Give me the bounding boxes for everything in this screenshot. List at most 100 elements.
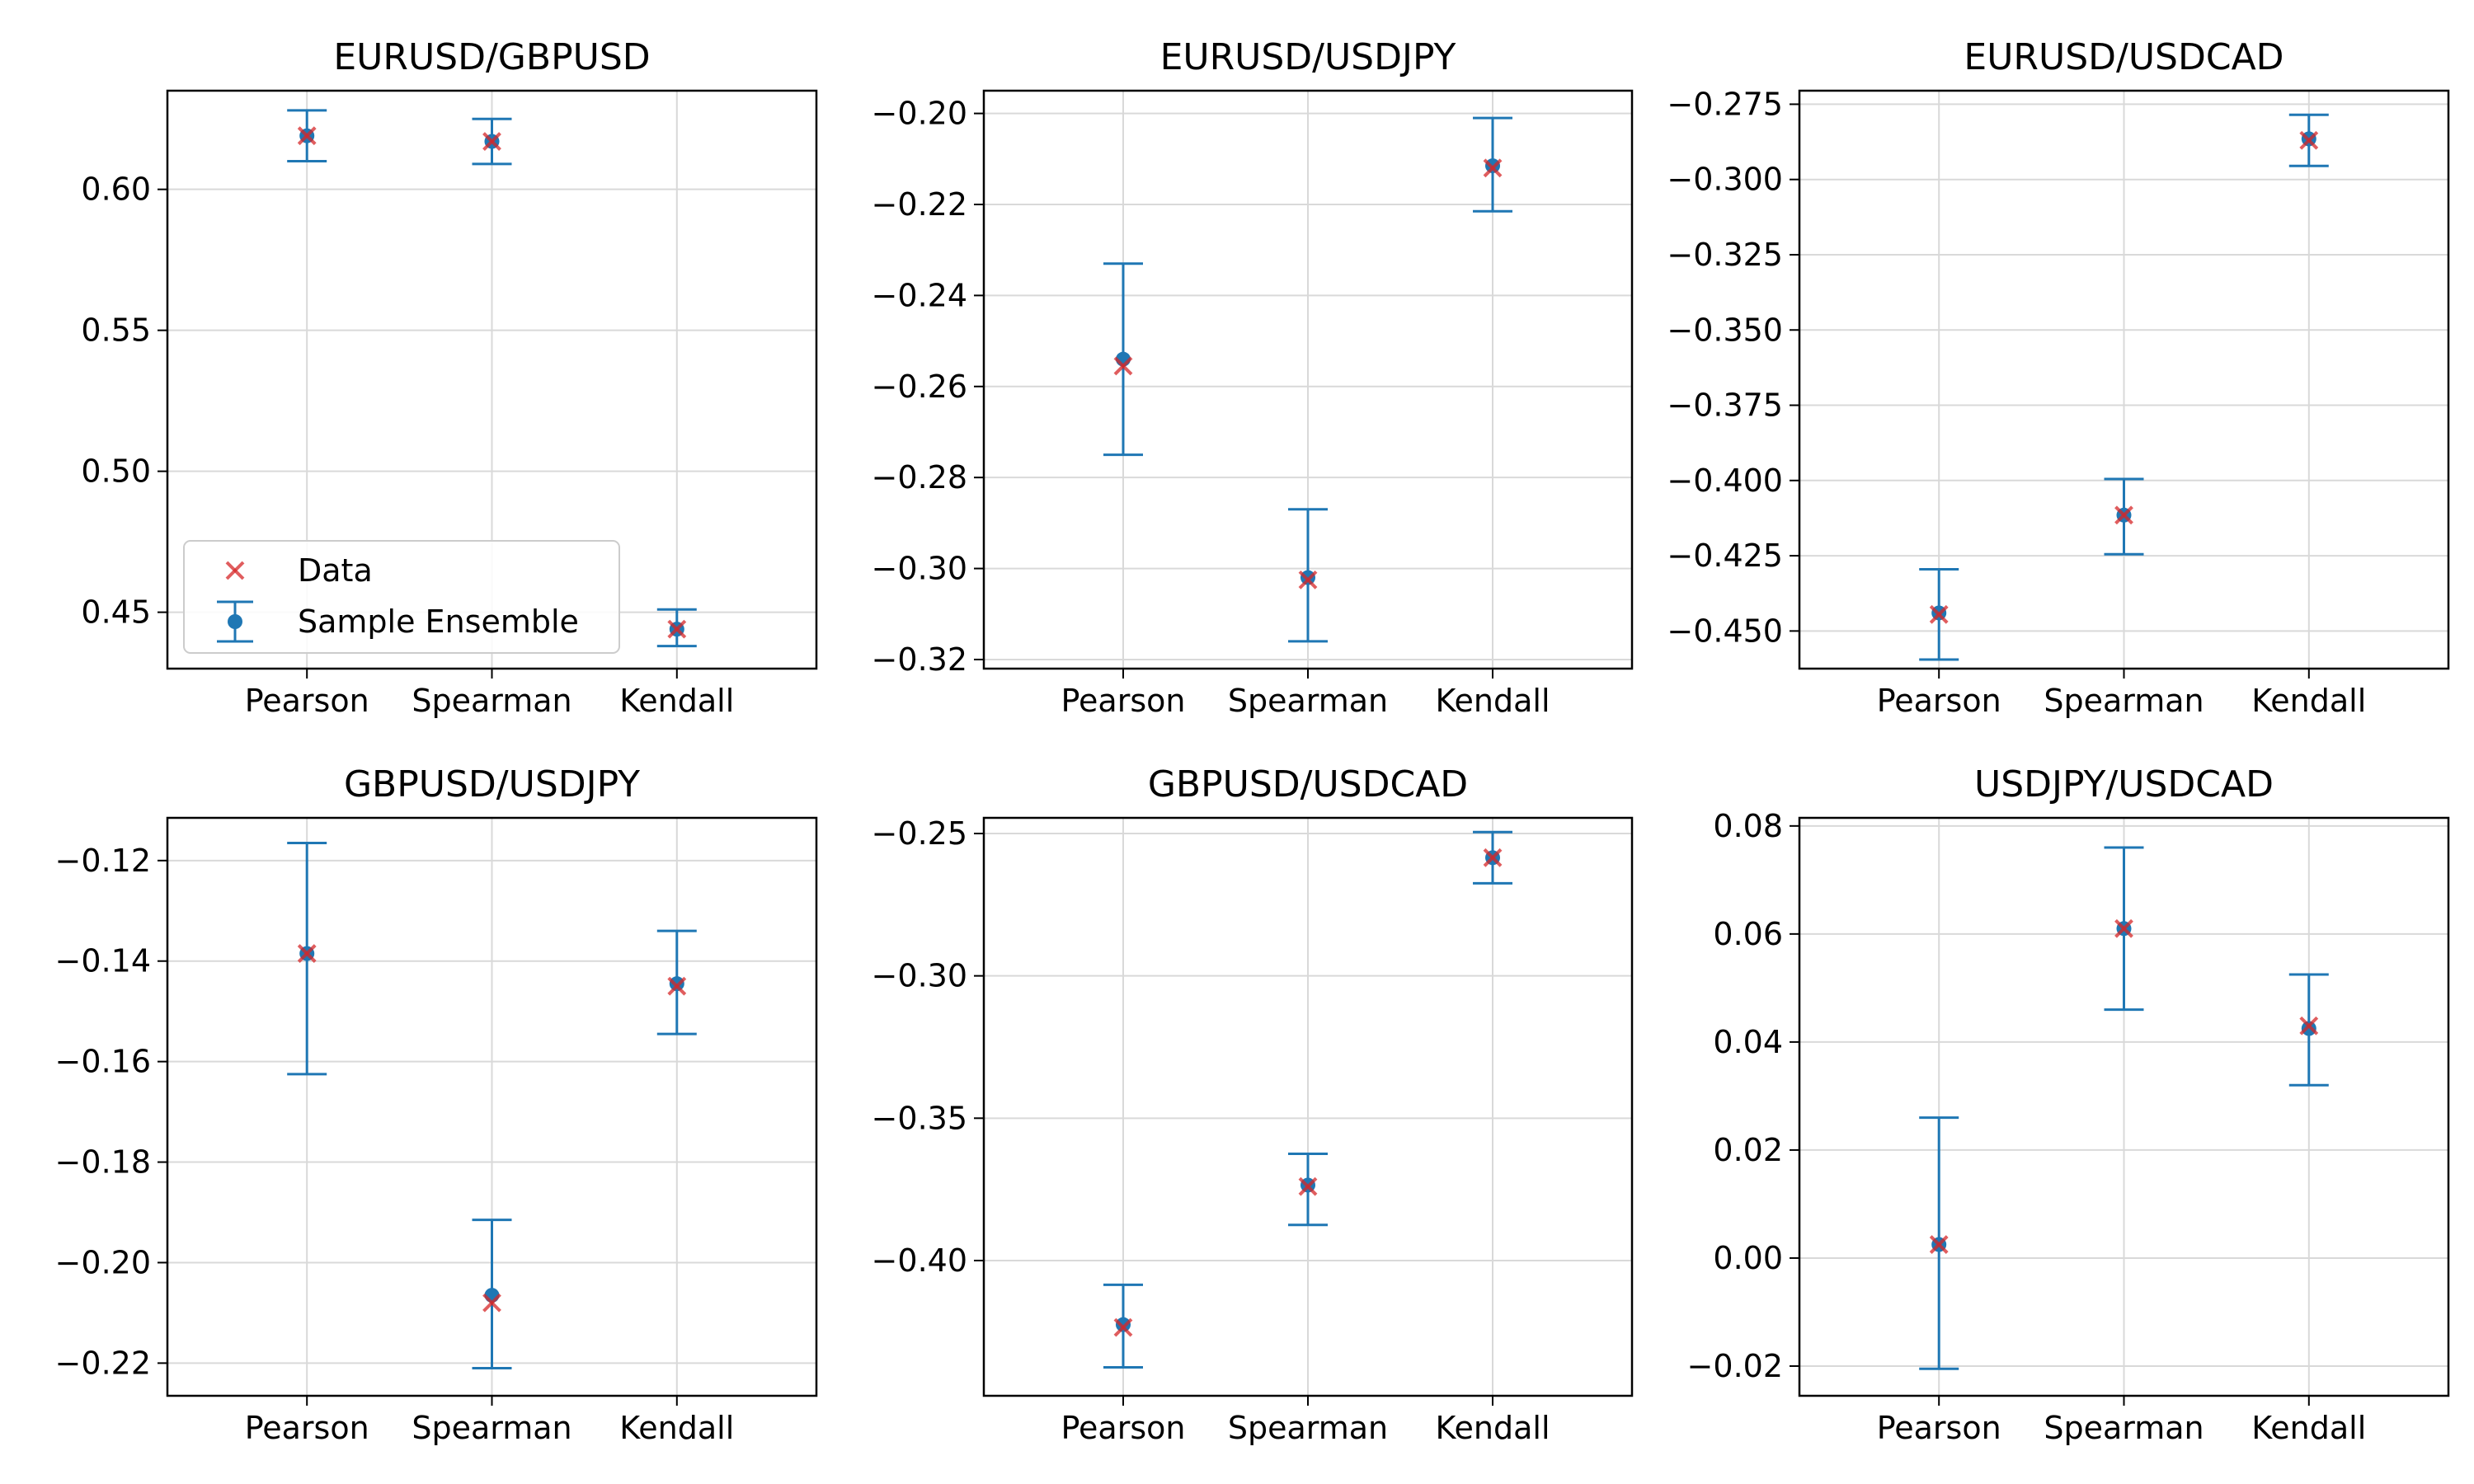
y-tick-label: −0.275 [1667, 86, 1783, 122]
y-tick-label: −0.28 [872, 459, 967, 495]
legend-marker-ensemble [217, 600, 253, 643]
y-tick-label: −0.16 [55, 1044, 151, 1080]
panel-title: EURUSD/USDCAD [1964, 36, 2284, 78]
y-tick-label: 0.06 [1713, 916, 1783, 952]
data-point [297, 126, 317, 146]
ensemble-point [2301, 1021, 2316, 1036]
x-tick-label-spearman: Spearman [1228, 683, 1388, 719]
y-tick-label: −0.30 [872, 958, 967, 994]
axes-frame [982, 89, 1634, 670]
x-tick-label-pearson: Pearson [1877, 683, 2001, 719]
y-tick-label: −0.24 [872, 277, 967, 313]
y-tick-label: −0.12 [55, 843, 151, 879]
axes-frame [166, 816, 818, 1397]
panel-title: USDJPY/USDCAD [1974, 763, 2274, 805]
y-tick-label: −0.450 [1667, 613, 1783, 649]
x-tick-label-spearman: Spearman [412, 683, 571, 719]
data-point [667, 619, 687, 639]
data-point [1929, 604, 1949, 624]
y-tick-label: −0.375 [1667, 387, 1783, 424]
panel-title: EURUSD/GBPUSD [333, 36, 650, 78]
data-point [1929, 1235, 1949, 1254]
y-tick-label: −0.40 [872, 1242, 967, 1279]
data-point [482, 132, 501, 151]
legend-frame [183, 540, 620, 654]
y-tick-label: −0.22 [872, 186, 967, 223]
x-tick-label-pearson: Pearson [1061, 1410, 1185, 1446]
panel-0: 0.45 0.50 0.55 0.60 Pearson Spearman Kendall EU… [81, 36, 818, 719]
data-point [1113, 1317, 1133, 1337]
data-point [2299, 1016, 2319, 1036]
x-tick-label-pearson: Pearson [245, 683, 369, 719]
y-tick-label: −0.425 [1667, 538, 1783, 574]
y-tick-label: −0.35 [872, 1100, 967, 1136]
legend-label-data: Data [298, 552, 373, 589]
data-point [1113, 356, 1133, 376]
data-point [1483, 158, 1503, 178]
y-tick-label: 0.50 [81, 453, 151, 490]
data-point [2114, 918, 2133, 938]
data-point [1483, 848, 1503, 867]
y-tick-label: 0.60 [81, 171, 151, 208]
data-point [2299, 130, 2319, 150]
panel-5: −0.02 0.00 0.02 0.04 0.06 0.08 Pearson Spearman… [1687, 763, 2450, 1446]
legend: Data Sample Ensemble [183, 540, 620, 654]
y-tick-label: −0.400 [1667, 463, 1783, 499]
y-tick-label: −0.325 [1667, 237, 1783, 273]
y-tick-label: 0.08 [1713, 808, 1783, 844]
x-tick-label-pearson: Pearson [245, 1410, 369, 1446]
axes-frame [982, 816, 1634, 1397]
x-tick-label-spearman: Spearman [1228, 1410, 1388, 1446]
y-tick-label: −0.02 [1687, 1348, 1783, 1384]
y-tick-label: −0.22 [55, 1345, 151, 1381]
y-tick-label: −0.14 [55, 943, 151, 979]
x-tick-label-pearson: Pearson [1877, 1410, 2001, 1446]
y-tick-label: −0.300 [1667, 162, 1783, 198]
ensemble-point [1115, 1317, 1131, 1332]
y-tick-label: −0.25 [872, 815, 967, 852]
y-tick-label: −0.20 [872, 96, 967, 132]
axes-frame [166, 89, 818, 670]
panel-title: GBPUSD/USDCAD [1148, 763, 1468, 805]
panel-title: GBPUSD/USDJPY [344, 763, 640, 805]
y-tick-label: 0.00 [1713, 1240, 1783, 1276]
axes-frame [1798, 89, 2450, 670]
x-tick-label-spearman: Spearman [412, 1410, 571, 1446]
x-tick-label-kendall: Kendall [619, 683, 734, 719]
x-tick-label-kendall: Kendall [1436, 683, 1550, 719]
y-tick-label: −0.18 [55, 1144, 151, 1181]
data-point [482, 1293, 501, 1313]
x-tick-label-spearman: Spearman [2044, 683, 2204, 719]
y-tick-label: 0.02 [1713, 1132, 1783, 1168]
x-tick-label-kendall: Kendall [2251, 1410, 2366, 1446]
y-tick-label: 0.04 [1713, 1024, 1783, 1060]
legend-marker-data [225, 561, 245, 580]
data-point [2114, 505, 2133, 525]
y-tick-label: −0.20 [55, 1244, 151, 1280]
panel-2: −0.450 −0.425 −0.400 −0.375 −0.350 −0.325 −0.3… [1667, 36, 2450, 719]
data-point [297, 944, 317, 963]
data-point [1298, 1176, 1318, 1196]
x-tick-label-kendall: Kendall [2251, 683, 2366, 719]
y-tick-label: 0.55 [81, 312, 151, 349]
y-tick-label: 0.45 [81, 594, 151, 631]
data-point [667, 976, 687, 996]
data-point [1298, 570, 1318, 589]
panel-3: −0.22 −0.20 −0.18 −0.16 −0.14 −0.12 Pearson Spe… [55, 763, 818, 1446]
panel-1: −0.32 −0.30 −0.28 −0.26 −0.24 −0.22 −0.20 Pears… [872, 36, 1634, 719]
x-tick-label-kendall: Kendall [1436, 1410, 1550, 1446]
panel-4: −0.40 −0.35 −0.30 −0.25 Pearson Spearman Kenda… [872, 763, 1634, 1446]
y-tick-label: −0.26 [872, 369, 967, 405]
ensemble-point [484, 1288, 500, 1303]
y-tick-label: −0.30 [872, 551, 967, 587]
axes-frame [1798, 816, 2450, 1397]
legend-label-ensemble: Sample Ensemble [298, 603, 579, 640]
y-tick-label: −0.350 [1667, 312, 1783, 348]
x-tick-label-kendall: Kendall [619, 1410, 734, 1446]
x-tick-label-spearman: Spearman [2044, 1410, 2204, 1446]
ensemble-point [669, 976, 684, 992]
panel-title: EURUSD/USDJPY [1160, 36, 1456, 78]
x-tick-label-pearson: Pearson [1061, 683, 1185, 719]
y-tick-label: −0.32 [872, 641, 967, 678]
